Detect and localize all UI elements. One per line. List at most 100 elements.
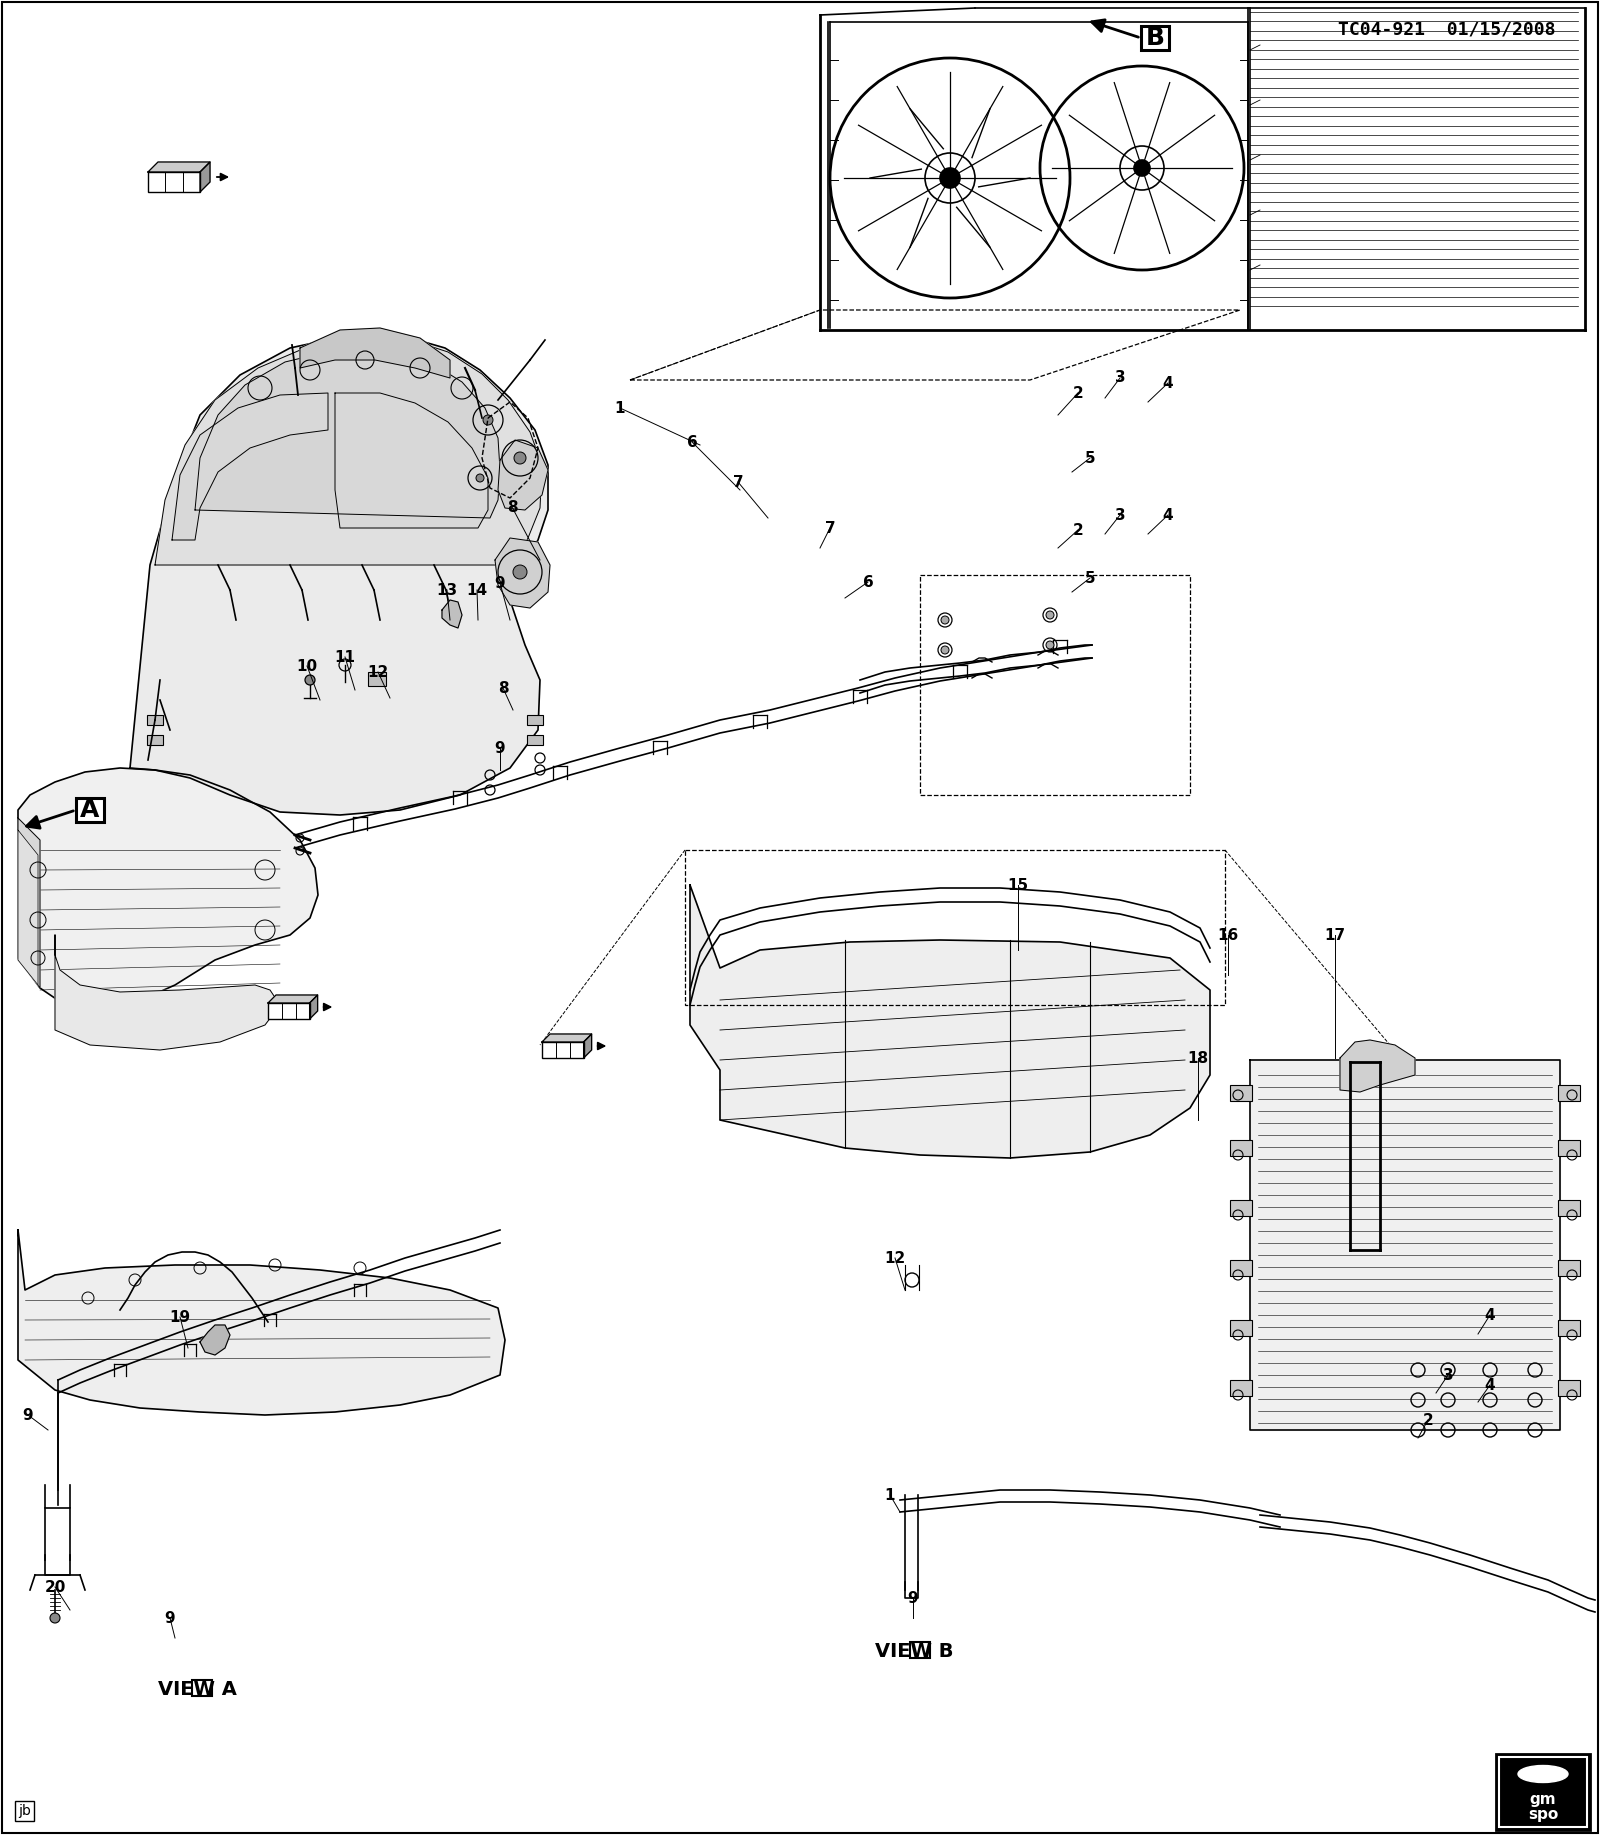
Bar	[1230, 1140, 1251, 1156]
Text: 5: 5	[1085, 451, 1096, 466]
Polygon shape	[1341, 1040, 1414, 1092]
Polygon shape	[147, 161, 210, 172]
Bar	[192, 1681, 211, 1696]
Polygon shape	[494, 538, 550, 607]
Bar	[77, 798, 104, 822]
Circle shape	[306, 675, 315, 684]
Text: B: B	[1146, 26, 1165, 50]
Text: 17: 17	[1325, 927, 1346, 943]
Text: 11: 11	[334, 650, 355, 664]
Bar	[1558, 1140, 1581, 1156]
Bar	[910, 1642, 930, 1659]
Bar	[542, 1042, 584, 1059]
Polygon shape	[310, 995, 317, 1018]
Bar	[1558, 1084, 1581, 1101]
Circle shape	[941, 617, 949, 624]
Circle shape	[514, 565, 526, 580]
Circle shape	[514, 451, 526, 464]
Bar	[1558, 1319, 1581, 1336]
Polygon shape	[269, 995, 317, 1004]
Text: 5: 5	[1085, 571, 1096, 585]
Text: 4: 4	[1163, 376, 1173, 391]
Polygon shape	[442, 600, 462, 628]
Text: 8: 8	[507, 499, 517, 514]
Bar	[368, 672, 386, 686]
Bar	[147, 172, 200, 193]
Text: spo: spo	[1528, 1806, 1558, 1822]
Text: 20: 20	[45, 1580, 66, 1595]
Polygon shape	[200, 1325, 230, 1354]
Polygon shape	[334, 393, 488, 528]
Text: 12: 12	[885, 1250, 906, 1266]
Text: 4: 4	[1485, 1308, 1496, 1323]
Text: 15: 15	[1008, 877, 1029, 892]
Polygon shape	[542, 1033, 592, 1042]
Text: TC04-921  01/15/2008: TC04-921 01/15/2008	[1338, 20, 1555, 39]
Polygon shape	[18, 769, 318, 1007]
Bar	[685, 850, 1226, 1006]
Polygon shape	[301, 328, 450, 378]
Polygon shape	[690, 884, 1210, 1158]
Polygon shape	[584, 1033, 592, 1059]
Polygon shape	[173, 393, 328, 539]
Text: 3: 3	[1443, 1367, 1453, 1382]
Text: 7: 7	[733, 475, 744, 490]
Text: 19: 19	[170, 1310, 190, 1325]
Bar	[920, 574, 1190, 795]
Text: 6: 6	[862, 574, 874, 589]
Text: jb: jb	[18, 1804, 30, 1818]
Bar	[1141, 26, 1170, 50]
Bar	[147, 736, 163, 745]
Polygon shape	[195, 350, 499, 517]
Text: 1: 1	[614, 400, 626, 415]
Text: 16: 16	[1218, 927, 1238, 943]
Bar	[1230, 1200, 1251, 1217]
Text: VIEW A: VIEW A	[158, 1681, 237, 1699]
Bar	[1499, 1756, 1587, 1828]
Circle shape	[941, 646, 949, 653]
Text: 8: 8	[498, 681, 509, 695]
Polygon shape	[18, 818, 40, 987]
Text: 9: 9	[907, 1591, 918, 1606]
Text: 13: 13	[437, 582, 458, 598]
Bar	[1230, 1380, 1251, 1396]
Bar	[269, 1004, 310, 1018]
Text: VIEW B: VIEW B	[875, 1642, 954, 1661]
Polygon shape	[200, 161, 210, 193]
Bar	[1496, 1754, 1590, 1829]
Bar	[1230, 1261, 1251, 1275]
Text: A: A	[80, 798, 99, 822]
Text: 3: 3	[1115, 371, 1125, 385]
Circle shape	[50, 1613, 61, 1622]
Text: 2: 2	[1422, 1413, 1434, 1428]
Bar	[526, 736, 542, 745]
Polygon shape	[498, 440, 547, 510]
Text: 14: 14	[467, 582, 488, 598]
Polygon shape	[1250, 1061, 1560, 1429]
Circle shape	[1046, 640, 1054, 650]
Polygon shape	[155, 338, 542, 565]
Text: gm: gm	[1530, 1791, 1557, 1806]
Bar	[1558, 1380, 1581, 1396]
Text: 9: 9	[165, 1611, 176, 1626]
Polygon shape	[130, 336, 547, 815]
Text: 4: 4	[1163, 508, 1173, 523]
Text: 7: 7	[824, 521, 835, 536]
Bar	[1230, 1319, 1251, 1336]
Text: 9: 9	[22, 1407, 34, 1422]
Circle shape	[483, 415, 493, 426]
Bar	[1558, 1261, 1581, 1275]
Text: 9: 9	[494, 576, 506, 591]
Circle shape	[1046, 611, 1054, 618]
Text: 12: 12	[368, 664, 389, 679]
Text: 4: 4	[1485, 1378, 1496, 1393]
Text: 2: 2	[1072, 523, 1083, 538]
Text: 10: 10	[296, 659, 317, 673]
Text: 18: 18	[1187, 1050, 1208, 1066]
Circle shape	[941, 169, 960, 187]
Polygon shape	[18, 829, 38, 985]
Bar	[147, 716, 163, 725]
Text: 1: 1	[885, 1488, 896, 1503]
Ellipse shape	[1518, 1765, 1568, 1782]
Polygon shape	[54, 936, 280, 1050]
